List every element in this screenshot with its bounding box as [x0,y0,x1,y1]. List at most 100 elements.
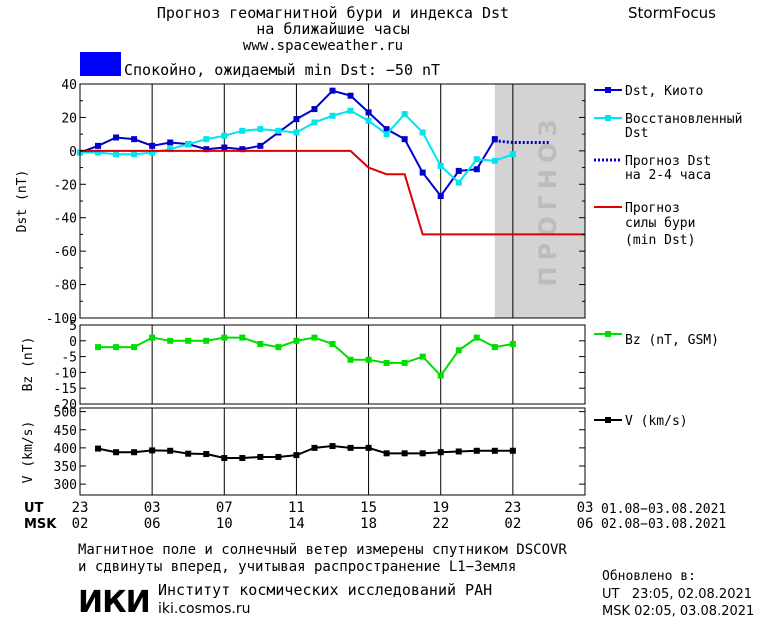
v-ytick-label: 400 [54,442,77,457]
v-series-0-point [419,450,426,457]
bz-series-0-point [203,337,210,344]
bz-series-0-point [509,340,516,347]
time-axis: UT MSK 23 03 07 11 15 19 23 03 02 06 10 14 18 22 02 06… [24,500,726,532]
bz-series-0-point [383,359,390,366]
v-series-0-point [509,447,516,454]
dst-series-1-point [131,151,138,158]
dst-series-3-line [80,149,585,236]
legend-forecast-label-2: на 2-4 часа [625,168,711,183]
bz-series-0-point [275,344,282,351]
dst-series-0-point [491,136,498,143]
dst-series-0-point [473,166,480,173]
dst-series-0-point [365,109,372,116]
v-series-0-point [491,447,498,454]
bz-series-0-point [347,356,354,363]
msk-date-range: 02.08−03.08.2021 [601,517,726,532]
bz-ytick-label: -15 [54,382,77,397]
dst-series-1-point [509,151,516,158]
dst-series-1-point [149,149,156,156]
v-series-0-point [149,447,156,454]
forecast-band-label: ПРОГНОЗ [534,114,562,287]
v-series-0-point [473,447,480,454]
dst-series-1-point [293,129,300,136]
legend-restored-label-2: Dst [625,126,648,141]
dst-series-0-point [239,146,246,153]
bz-ytick-label: -10 [54,366,77,381]
msk-tick-label: 02 [72,516,89,532]
ut-tick-label: 03 [577,500,594,516]
v-series-0-point [383,450,390,457]
v-series-0-point [203,451,210,458]
dst-series-1-point [185,141,192,148]
dst-series-0-point [221,144,228,151]
title-line1: Прогноз геомагнитной бури и индекса Dst [157,4,509,22]
dst-series-1-point [383,131,390,138]
dst-axis-label: Dst (nT) [15,170,30,233]
site-link[interactable]: www.spaceweather.ru [243,38,403,54]
v-series-0-point [185,450,192,457]
msk-axis-label: MSK [24,517,57,532]
bz-series-0-point [419,353,426,360]
ut-tick-label: 23 [72,500,89,516]
bz-axis-label: Bz (nT) [21,337,36,392]
bz-series-0-point [185,337,192,344]
bz-series-0-point [311,334,318,341]
dst-series-0-point [401,136,408,143]
dst-series-1-point [347,107,354,114]
dst-series-0-point [167,139,174,146]
v-series-0-point [311,444,318,451]
bz-series-0-point [131,344,138,351]
updated-msk: MSK 02:05, 03.08.2021 [602,604,754,619]
legend-v-label: V (km/s) [625,414,688,429]
dst-series-1-point [437,162,444,169]
v-series-0-point [365,444,372,451]
legend-dst-marker [605,87,611,93]
iki-logo: ИКИ [78,585,150,620]
ut-tick-label: 15 [360,500,377,516]
note-line1: Магнитное поле и солнечный ветер измерен… [78,542,567,558]
dst-series-0-point [329,87,336,94]
bz-series-0-point [365,356,372,363]
dst-series-0-point [455,167,462,174]
note-line2: и сдвинуты вперед, учитывая распростране… [78,559,516,575]
status-text: Спокойно, ожидаемый min Dst: −50 nT [124,61,440,79]
institute-site[interactable]: iki.cosmos.ru [158,601,250,617]
dst-ytick-label: -60 [54,245,77,260]
legend-bz-label: Bz (nT, GSM) [625,333,719,348]
dst-series-1-point [257,126,264,133]
dst-series-2-line [494,139,549,144]
dst-series-1-point [329,112,336,119]
bz-series-0-point [95,344,102,351]
v-series-0-point [275,453,282,460]
msk-tick-label: 18 [360,516,377,532]
dst-series-1-point [275,127,282,134]
bz-series-0-point [221,334,228,341]
bz-series-0-point [293,337,300,344]
bz-panel: 50-5-10-15-20 Bz (nT) [21,319,586,413]
dst-series-1-point [95,149,102,156]
v-plot-frame [79,407,586,496]
v-ytick-label: 350 [54,460,77,475]
dst-series-1-point [203,136,210,143]
institute-name: Институт космических исследований РАН [158,581,492,599]
bz-series-0-point [167,337,174,344]
dst-series-1-point [239,127,246,134]
bz-series-0-point [257,340,264,347]
v-ytick-label: 500 [54,406,77,421]
bz-series-0-point [455,347,462,354]
ut-axis-label: UT [24,501,44,516]
msk-tick-label: 02 [504,516,521,532]
v-series-0-point [167,447,174,454]
updated-label: Обновлено в: [602,569,696,584]
v-ytick-label: 450 [54,424,77,439]
dst-series-1-point [311,119,318,126]
legend-storm-label-3: (min Dst) [625,233,695,248]
dst-series-0-line [79,89,496,198]
bz-series-0-point [401,359,408,366]
legend-v-marker [605,417,611,423]
dst-series-1-point [419,129,426,136]
dst-series-1-point [473,156,480,163]
v-series-0-point [347,444,354,451]
v-ytick-label: 300 [54,478,77,493]
